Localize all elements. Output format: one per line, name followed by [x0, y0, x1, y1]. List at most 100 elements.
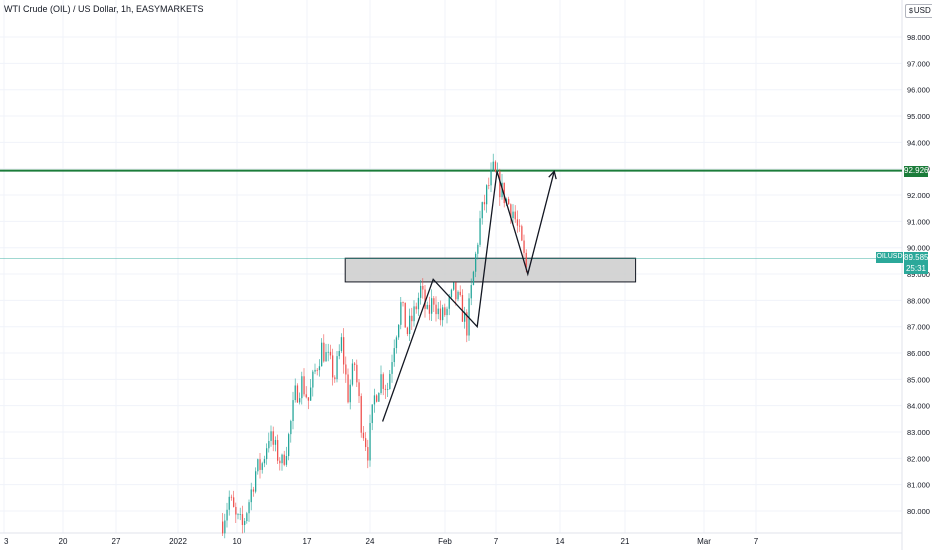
candle-body: [376, 395, 378, 402]
candle-body: [475, 253, 477, 272]
candle-body: [437, 308, 439, 315]
x-tick-label: Mar: [697, 537, 711, 546]
candle-body: [270, 431, 272, 441]
y-tick-label: 97.000: [907, 59, 930, 68]
candle-body: [420, 285, 422, 298]
candle-body: [327, 351, 329, 353]
x-tick-label: 21: [621, 537, 630, 546]
candle-body: [413, 306, 415, 322]
y-tick-label: 98.000: [907, 33, 930, 42]
candle-body: [239, 514, 241, 515]
candle-body: [237, 514, 239, 516]
candle-body: [233, 497, 235, 507]
candle-body: [349, 384, 351, 403]
candle-body: [281, 454, 283, 464]
y-tick-label: 96.000: [907, 86, 930, 95]
candle-body: [466, 312, 468, 336]
candle-body: [343, 337, 345, 365]
candle-body: [244, 521, 246, 525]
candle-body: [426, 304, 428, 309]
y-tick-label: 90.000: [907, 244, 930, 253]
candle-body: [246, 513, 248, 522]
x-tick-label: 24: [366, 537, 375, 546]
y-tick-label: 94.000: [907, 138, 930, 147]
candle-body: [395, 337, 398, 349]
candle-body: [479, 218, 481, 245]
candle-body: [329, 351, 332, 356]
candle-body: [409, 315, 411, 335]
candle-body: [272, 431, 274, 445]
x-tick-label: 14: [556, 537, 565, 546]
candle-body: [332, 355, 334, 378]
candle-body: [384, 388, 387, 390]
candle-body: [338, 351, 340, 357]
candle-body: [457, 291, 459, 300]
candle-body: [252, 489, 255, 492]
candle-body: [250, 489, 252, 503]
candle-body: [222, 521, 224, 534]
candle-body: [400, 302, 402, 325]
y-tick-label: 80.000: [907, 507, 930, 516]
candle-body: [453, 282, 455, 290]
resistance-price-badge: 92.926: [904, 166, 929, 177]
candle-body: [510, 204, 512, 219]
candle-body: [516, 219, 519, 226]
candle-body: [470, 285, 472, 299]
y-tick-label: 86.000: [907, 349, 930, 358]
candle-body: [481, 202, 483, 219]
candle-body: [444, 307, 446, 316]
candle-body: [439, 308, 442, 321]
candle-body: [393, 348, 395, 363]
candle-body: [288, 434, 290, 457]
y-tick-label: 89.000: [907, 270, 930, 279]
candle-body: [402, 302, 404, 303]
candle-body: [488, 185, 490, 186]
currency-label: USD: [913, 6, 931, 15]
candle-body: [369, 423, 371, 461]
candle-body: [345, 364, 347, 375]
candle-body: [521, 226, 523, 241]
candle-body: [230, 496, 233, 498]
candle-body: [290, 421, 292, 435]
candle-body: [266, 448, 268, 460]
candle-body: [483, 202, 486, 205]
countdown-label: 25:31: [905, 264, 927, 273]
candle-body: [417, 297, 420, 310]
candle-body: [263, 459, 266, 464]
candle-body: [525, 252, 527, 268]
candle-body: [367, 447, 369, 461]
arrow-head: [548, 170, 557, 180]
candle-body: [354, 363, 356, 365]
candle-body: [305, 394, 307, 398]
candle-body: [472, 271, 475, 286]
candle-body: [321, 342, 323, 367]
candle-body: [378, 393, 380, 402]
candle-body: [255, 471, 257, 492]
currency-selector[interactable]: $USD: [905, 4, 932, 18]
candle-body: [486, 185, 488, 205]
candle-body: [340, 337, 343, 352]
candle-body: [514, 211, 516, 220]
candle-body: [512, 211, 514, 219]
candle-body: [235, 506, 237, 515]
y-tick-label: 91.000: [907, 217, 930, 226]
x-tick-label: 7: [494, 537, 499, 546]
candle-body: [442, 307, 444, 321]
candle-body: [365, 438, 367, 448]
y-tick-label: 82.000: [907, 454, 930, 463]
x-tick-label: 3: [4, 537, 9, 546]
candle-body: [387, 389, 389, 390]
candle-body: [301, 376, 303, 399]
candle-body: [508, 198, 510, 205]
candle-body: [277, 440, 279, 461]
candle-body: [303, 376, 305, 395]
chart-title: WTI Crude (OIL) / US Dollar, 1h, EASYMAR…: [4, 4, 204, 14]
candle-body: [316, 369, 318, 371]
x-tick-label: Feb: [438, 537, 452, 546]
x-tick-label: 10: [233, 537, 242, 546]
candle-body: [519, 225, 521, 227]
candle-body: [380, 374, 382, 394]
candle-body: [433, 298, 435, 305]
candle-body: [398, 324, 400, 338]
